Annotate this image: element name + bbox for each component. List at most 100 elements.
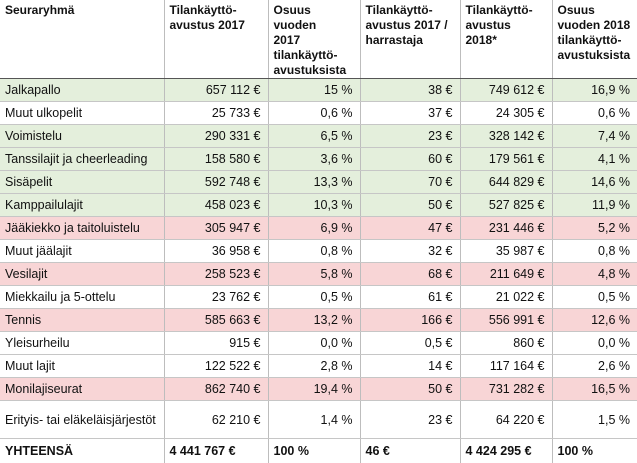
share-2018-cell: 4,1 %: [552, 148, 637, 171]
share-2018-cell: 0,6 %: [552, 102, 637, 125]
share-2018-cell: 4,8 %: [552, 263, 637, 286]
group-cell: Kamppailulajit: [0, 194, 164, 217]
group-cell: Muut lajit: [0, 355, 164, 378]
header-group: Seuraryhmä: [0, 0, 164, 79]
amount-2017-cell: 458 023 €: [164, 194, 268, 217]
group-cell: Jalkapallo: [0, 79, 164, 102]
group-cell: Erityis- tai eläkeläisjärjestöt: [0, 401, 164, 439]
share-2017-cell: 2,8 %: [268, 355, 360, 378]
amount-2017-cell: 290 331 €: [164, 125, 268, 148]
share-2018-cell: 0,0 %: [552, 332, 637, 355]
share-2018-cell: 2,6 %: [552, 355, 637, 378]
share-2017-cell: 5,8 %: [268, 263, 360, 286]
share-2018-cell: 14,6 %: [552, 171, 637, 194]
share-2017-cell: 3,6 %: [268, 148, 360, 171]
amount-2017-cell: 122 522 €: [164, 355, 268, 378]
per-member-2017-cell: 23 €: [360, 125, 460, 148]
share-2017-cell: 6,5 %: [268, 125, 360, 148]
share-2017-cell: 13,3 %: [268, 171, 360, 194]
amount-2018-cell: 231 446 €: [460, 217, 552, 240]
group-cell: Miekkailu ja 5-ottelu: [0, 286, 164, 309]
share-2017-cell: 13,2 %: [268, 309, 360, 332]
group-cell: Vesilajit: [0, 263, 164, 286]
amount-2018-cell: 749 612 €: [460, 79, 552, 102]
amount-2017-cell: 305 947 €: [164, 217, 268, 240]
table-header: Seuraryhmä Tilankäyttö-avustus 2017 Osuu…: [0, 0, 637, 79]
header-amount-2017: Tilankäyttö-avustus 2017: [164, 0, 268, 79]
amount-2017-cell: 158 580 €: [164, 148, 268, 171]
amount-2018-cell: 117 164 €: [460, 355, 552, 378]
group-cell: Tennis: [0, 309, 164, 332]
per-member-2017-cell: 47 €: [360, 217, 460, 240]
amount-2017-cell: 25 733 €: [164, 102, 268, 125]
amount-2017-cell: 915 €: [164, 332, 268, 355]
group-cell: Muut jäälajit: [0, 240, 164, 263]
per-member-2017-cell: 61 €: [360, 286, 460, 309]
amount-2017-cell: 585 663 €: [164, 309, 268, 332]
amount-2018-cell: 35 987 €: [460, 240, 552, 263]
amount-2018-cell: 64 220 €: [460, 401, 552, 439]
share-2017-cell: 0,6 %: [268, 102, 360, 125]
per-member-2017-cell: 70 €: [360, 171, 460, 194]
header-row: Seuraryhmä Tilankäyttö-avustus 2017 Osuu…: [0, 0, 637, 79]
amount-2017-cell: 36 958 €: [164, 240, 268, 263]
amount-2017-cell: 258 523 €: [164, 263, 268, 286]
share-2017-cell: 19,4 %: [268, 378, 360, 401]
amount-2017-cell: 592 748 €: [164, 171, 268, 194]
amount-2018-cell: 211 649 €: [460, 263, 552, 286]
per-member-2017-cell: 37 €: [360, 102, 460, 125]
share-2018-cell: 7,4 %: [552, 125, 637, 148]
share-2018-cell: 16,9 %: [552, 79, 637, 102]
amount-2018-cell: 527 825 €: [460, 194, 552, 217]
share-2017-cell: 0,8 %: [268, 240, 360, 263]
amount-2017-cell: 862 740 €: [164, 378, 268, 401]
per-member-2017-cell: 38 €: [360, 79, 460, 102]
amount-2017-cell: 657 112 €: [164, 79, 268, 102]
amount-2018-cell: 860 €: [460, 332, 552, 355]
share-2017-cell: 15 %: [268, 79, 360, 102]
amount-2018-cell: 179 561 €: [460, 148, 552, 171]
per-member-2017-cell: 32 €: [360, 240, 460, 263]
per-member-2017-cell: 0,5 €: [360, 332, 460, 355]
group-cell: Sisäpelit: [0, 171, 164, 194]
per-member-2017-cell: 50 €: [360, 194, 460, 217]
header-per-member-2017: Tilankäyttö-avustus 2017 /harrastaja: [360, 0, 460, 79]
amount-2018-cell: 556 991 €: [460, 309, 552, 332]
share-2017-cell: 1,4 %: [268, 401, 360, 439]
per-member-2017-cell: 166 €: [360, 309, 460, 332]
share-2018-cell: 1,5 %: [552, 401, 637, 439]
group-cell: Jääkiekko ja taitoluistelu: [0, 217, 164, 240]
per-member-2017-cell: 23 €: [360, 401, 460, 439]
amount-2017-cell: 23 762 €: [164, 286, 268, 309]
share-2018-cell: 5,2 %: [552, 217, 637, 240]
share-2017-cell: 0,5 %: [268, 286, 360, 309]
amount-2018-cell: 21 022 €: [460, 286, 552, 309]
amount-2018-cell: 24 305 €: [460, 102, 552, 125]
group-cell: Tanssilajit ja cheerleading: [0, 148, 164, 171]
per-member-2017-cell: 14 €: [360, 355, 460, 378]
amount-2018-cell: 328 142 €: [460, 125, 552, 148]
share-2018-cell: 12,6 %: [552, 309, 637, 332]
share-2018-cell: 11,9 %: [552, 194, 637, 217]
amount-2017-cell: 62 210 €: [164, 401, 268, 439]
amount-2018-cell: 644 829 €: [460, 171, 552, 194]
share-2018-cell: 16,5 %: [552, 378, 637, 401]
amount-2018-cell: 731 282 €: [460, 378, 552, 401]
share-2017-cell: 0,0 %: [268, 332, 360, 355]
group-cell: Muut ulkopelit: [0, 102, 164, 125]
